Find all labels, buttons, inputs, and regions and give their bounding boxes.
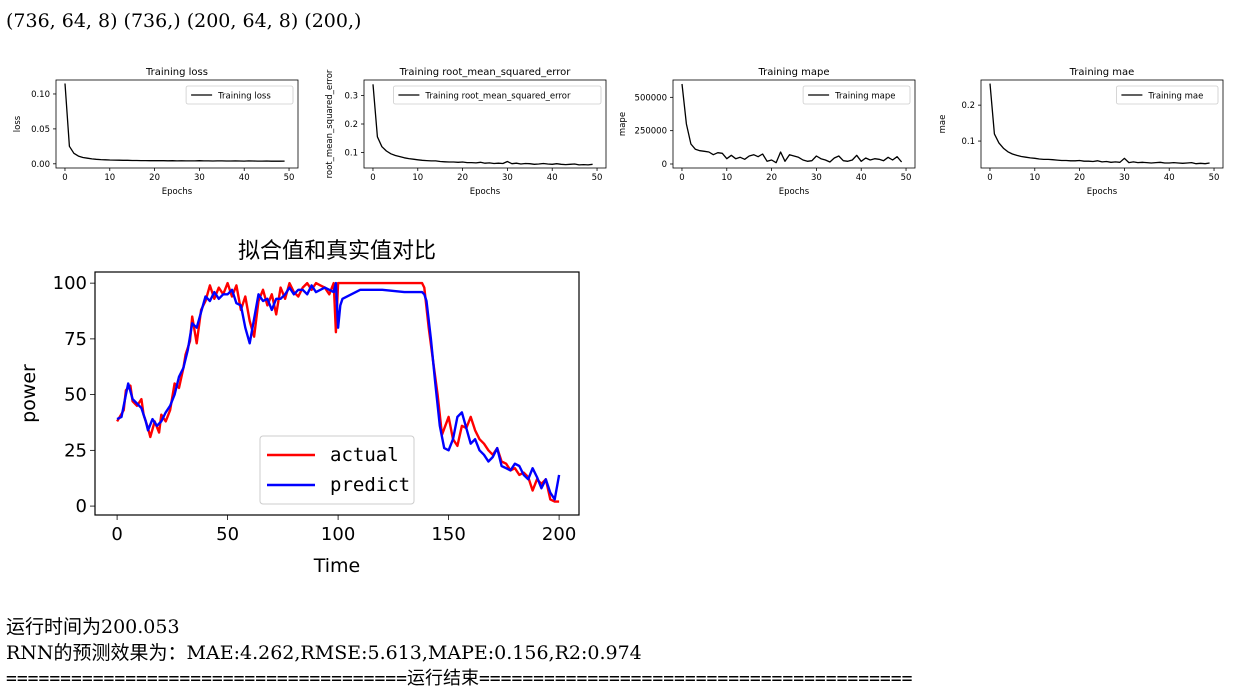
y-tick-label: 0.2 (961, 101, 975, 111)
chart-title: Training mape (757, 67, 829, 78)
x-tick-label: 50 (216, 524, 239, 545)
x-tick-label: 0 (111, 524, 122, 545)
x-tick-label: 0 (62, 173, 67, 183)
x-tick-label: 0 (370, 173, 375, 183)
y-tick-label: 500000 (635, 93, 667, 103)
chart-title: Training mae (1069, 67, 1135, 78)
y-tick-label: 0.10 (31, 90, 50, 100)
y-tick-label: 0 (76, 496, 87, 517)
legend-box (392, 85, 602, 105)
console-end-banner: =====================================运行结… (6, 668, 913, 689)
x-tick-label: 200 (542, 524, 576, 545)
y-tick-label: 75 (64, 329, 87, 350)
x-tick-label: 0 (679, 173, 684, 183)
y-tick-label: 25 (64, 440, 87, 461)
x-tick-label: 30 (811, 173, 822, 183)
legend-box (1116, 85, 1219, 105)
chart-1: 0 10 20 30 40 50 0.00 0.05 0.10 Training loss Epoc… (13, 67, 299, 197)
series-line-training-loss (64, 83, 285, 162)
chart-4: 0 10 20 30 40 50 0.1 0.2 Training mae Epochs mae Tr… (938, 67, 1224, 197)
plot-frame (55, 79, 299, 169)
plot-frame (94, 271, 580, 516)
x-tick-label: 20 (149, 173, 160, 183)
x-tick-label: 20 (1074, 173, 1085, 183)
y-axis-label: loss (13, 115, 23, 132)
y-tick-label: 0.05 (31, 125, 50, 135)
x-tick-label: 10 (1029, 173, 1040, 183)
x-tick-label: 10 (721, 173, 732, 183)
legend-label: Training mae (1147, 92, 1203, 102)
console-metrics-output: RNN的预测效果为：MAE:4.262,RMSE:5.613,MAPE:0.15… (6, 642, 642, 664)
y-tick-label: 0.2 (344, 120, 358, 130)
chart-2: 0 10 20 30 40 50 0.1 0.2 0.3 Training root_mean_s… (325, 67, 607, 197)
legend-label-actual: actual (330, 444, 399, 466)
x-tick-label: 20 (457, 173, 468, 183)
plot-frame (980, 79, 1224, 169)
x-axis-label: Epochs (1087, 187, 1118, 197)
chart-3: 0 10 20 30 40 50 0 250000 500000 Training mape Epo… (618, 67, 916, 197)
legend-label-predict: predict (330, 474, 410, 496)
plot-frame (672, 79, 916, 169)
y-tick-label: 100 (53, 273, 87, 294)
x-tick-label: 50 (592, 173, 603, 183)
x-tick-label: 50 (1209, 173, 1220, 183)
console-shape-output: (736, 64, 8) (736,) (200, 64, 8) (200,) (6, 10, 362, 32)
y-axis-label: root_mean_squared_error (325, 69, 335, 178)
y-axis-label: mape (618, 112, 628, 136)
x-tick-label: 30 (1119, 173, 1130, 183)
x-axis-label: Epochs (162, 187, 193, 197)
x-tick-label: 40 (856, 173, 867, 183)
x-axis-label: Time (313, 555, 361, 577)
x-tick-label: 10 (104, 173, 115, 183)
series-line-training-root_mean_squared_error (372, 84, 593, 166)
x-tick-label: 40 (547, 173, 558, 183)
x-tick-label: 30 (194, 173, 205, 183)
x-tick-label: 0 (987, 173, 992, 183)
x-tick-label: 30 (502, 173, 513, 183)
y-tick-label: 0.1 (961, 137, 975, 147)
chart-title: Training loss (145, 67, 208, 78)
chart-title: 拟合值和真实值对比 (238, 239, 436, 264)
x-axis-label: Epochs (779, 187, 810, 197)
legend-label: Training root_mean_squared_error (424, 92, 571, 102)
legend-box (185, 85, 294, 105)
y-tick-label: 0.00 (31, 160, 50, 170)
series-line-training-mape (681, 83, 903, 164)
x-tick-label: 40 (1164, 173, 1175, 183)
chart-title: Training root_mean_squared_error (399, 67, 572, 78)
x-tick-label: 50 (901, 173, 912, 183)
y-axis-label: mae (938, 115, 948, 134)
legend-label: Training loss (217, 92, 271, 102)
x-tick-label: 10 (412, 173, 423, 183)
y-tick-label: 0.3 (344, 92, 358, 102)
series-line-predict (116, 281, 561, 501)
x-tick-label: 20 (766, 173, 777, 183)
x-tick-label: 50 (284, 173, 295, 183)
y-tick-label: 50 (64, 385, 87, 406)
x-tick-label: 40 (239, 173, 250, 183)
series-line-training-mae (989, 83, 1210, 165)
legend-box (802, 85, 911, 105)
legend-box (259, 435, 415, 505)
y-tick-label: 250000 (635, 127, 667, 137)
x-axis-label: Epochs (470, 187, 501, 197)
y-tick-label: 0.1 (344, 148, 358, 158)
y-axis-label: power (18, 364, 40, 423)
chart-5: 0 50 100 150 200 0 25 50 75 100 拟合值和真实值对比 Time power… (18, 239, 580, 577)
legend-label: Training mape (834, 92, 895, 102)
console-runtime-output: 运行时间为200.053 (6, 616, 180, 638)
x-tick-label: 150 (431, 524, 465, 545)
y-tick-label: 0 (662, 160, 667, 170)
x-tick-label: 100 (321, 524, 355, 545)
